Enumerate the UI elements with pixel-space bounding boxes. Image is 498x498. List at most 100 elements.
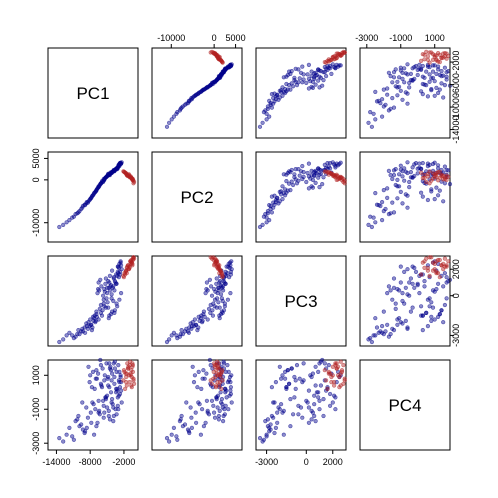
data-point [201, 424, 206, 429]
data-point [301, 174, 306, 179]
data-point [70, 434, 75, 439]
data-point [324, 378, 329, 383]
data-point [217, 57, 222, 62]
data-point [373, 220, 378, 225]
data-point [398, 280, 403, 285]
data-point [441, 55, 446, 60]
data-point [334, 161, 339, 166]
data-point [339, 369, 345, 375]
data-point [192, 317, 197, 322]
data-point [395, 93, 400, 98]
data-point [208, 363, 213, 368]
data-point [288, 188, 293, 193]
data-point [71, 336, 76, 341]
data-point [312, 75, 317, 80]
data-point [207, 277, 212, 282]
data-point [425, 54, 431, 59]
variable-label: PC4 [388, 396, 421, 415]
data-point [400, 321, 405, 326]
data-point [67, 330, 72, 335]
data-point [447, 182, 453, 187]
data-point [405, 267, 410, 272]
panel-frame [359, 359, 451, 451]
data-point [281, 172, 286, 177]
data-point [273, 425, 279, 431]
data-point [300, 164, 305, 169]
data-point [64, 333, 69, 338]
data-point [391, 173, 397, 178]
data-point [342, 50, 347, 55]
data-point [71, 437, 76, 442]
data-point [301, 72, 306, 77]
data-point [184, 400, 189, 405]
data-point [312, 173, 317, 178]
data-point [92, 386, 97, 392]
data-point [113, 166, 119, 171]
data-point [427, 273, 432, 279]
panel-frame [359, 151, 451, 243]
data-point [264, 117, 269, 122]
data-point [334, 177, 339, 182]
data-point [425, 171, 431, 176]
data-point [209, 381, 215, 386]
data-point [333, 65, 338, 70]
data-point [388, 288, 393, 293]
data-point [94, 368, 99, 373]
data-point [291, 412, 296, 417]
data-point [373, 333, 378, 338]
data-point [167, 120, 172, 125]
data-point [64, 220, 69, 225]
data-point [212, 415, 218, 420]
data-point [111, 419, 116, 424]
data-point [393, 301, 398, 306]
data-point [330, 160, 335, 165]
panel-frame [151, 359, 243, 451]
data-point [209, 293, 215, 298]
data-point [178, 332, 183, 337]
data-point [381, 188, 386, 193]
data-point [403, 285, 408, 290]
panel-frame [255, 151, 347, 243]
data-point [269, 413, 275, 419]
data-point [229, 373, 234, 378]
data-point [306, 62, 312, 68]
data-point [374, 325, 380, 330]
data-point [314, 390, 320, 395]
data-point [76, 413, 81, 419]
data-point [114, 301, 119, 306]
data-point [67, 218, 72, 223]
data-point [205, 317, 210, 322]
data-point [71, 214, 76, 219]
data-point [61, 337, 66, 342]
data-point [220, 402, 225, 407]
data-point [419, 190, 424, 195]
data-point [287, 381, 292, 386]
data-point [204, 398, 209, 403]
data-point [380, 218, 385, 223]
data-point [437, 87, 442, 92]
data-point [265, 106, 271, 111]
data-point [338, 383, 343, 388]
data-point [67, 425, 72, 431]
data-point [415, 67, 420, 72]
data-point [184, 101, 189, 106]
variable-label: PC1 [76, 84, 109, 103]
data-point [84, 405, 89, 410]
panel-PC1-PC3 [255, 47, 347, 139]
data-point [296, 67, 301, 72]
panel-PC3-PC3: PC3 [255, 255, 347, 347]
data-point [101, 403, 106, 408]
data-point [208, 50, 213, 55]
data-point [432, 79, 437, 84]
data-point [206, 412, 212, 417]
panel-PC2-PC3 [255, 151, 347, 243]
data-point [205, 288, 210, 293]
data-point [325, 63, 330, 69]
data-point [385, 322, 390, 327]
data-point [395, 322, 400, 327]
data-point [317, 172, 322, 177]
data-point [420, 313, 425, 318]
panel-PC1-PC4 [359, 47, 453, 139]
data-point [102, 177, 107, 182]
